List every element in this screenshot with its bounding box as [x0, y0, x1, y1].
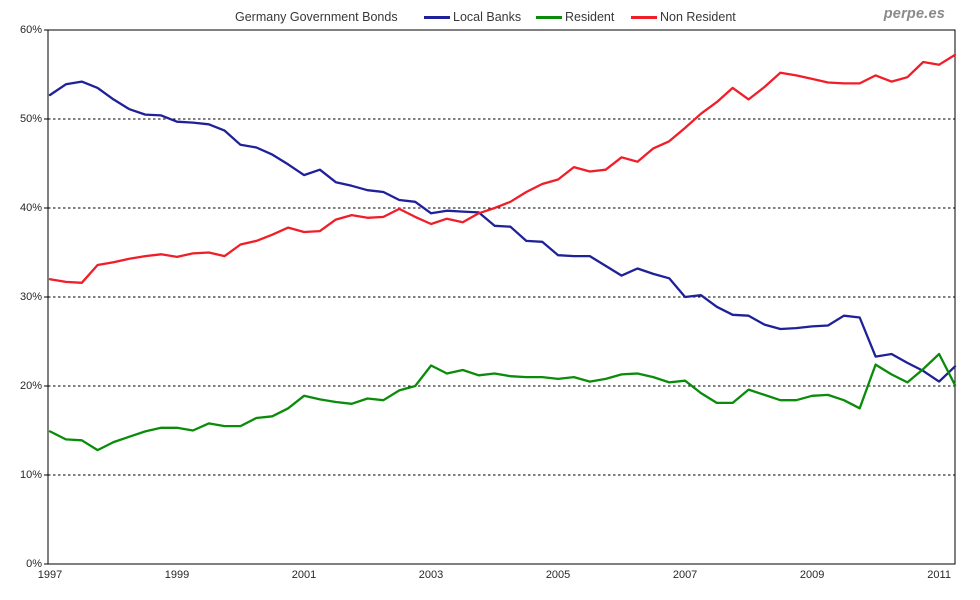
- legend-item-non-resident: Non Resident: [631, 10, 736, 24]
- y-axis-tick-label: 40%: [19, 202, 42, 214]
- y-axis-tick-label: 0%: [26, 558, 42, 570]
- chart-title: Germany Government Bonds: [235, 10, 398, 24]
- y-axis-tick-label: 10%: [19, 469, 42, 481]
- legend-swatch-resident-line-icon: [536, 15, 562, 19]
- x-axis-tick-label: 1997: [37, 569, 63, 581]
- watermark-perpe-es: perpe.es: [883, 6, 945, 22]
- legend-item-resident: Resident: [536, 10, 614, 24]
- gridlines: [48, 118, 955, 476]
- x-axis-tick-label: 2009: [799, 569, 825, 581]
- x-axis-tick-label: 1999: [164, 569, 190, 581]
- legend-swatch-local-banks-line-icon: [424, 15, 450, 19]
- y-axis-tick-label: 60%: [19, 24, 42, 36]
- x-axis-tick-label: 2003: [418, 569, 444, 581]
- series-lines: [48, 53, 957, 452]
- legend-label-resident: Resident: [565, 10, 615, 24]
- series-line-non-resident: [48, 53, 957, 284]
- series-line-resident: [48, 352, 957, 452]
- y-axis-tick-label: 30%: [19, 291, 42, 303]
- x-axis-tick-label: 2007: [672, 569, 698, 581]
- x-axis-tick-label: 2001: [291, 569, 317, 581]
- legend-label-local-banks: Local Banks: [453, 10, 522, 24]
- y-axis-tick-label: 20%: [19, 380, 42, 392]
- series-line-local-banks: [48, 80, 957, 383]
- y-axis-ticks: [44, 29, 48, 565]
- legend-swatch-non-resident-line-icon: [631, 15, 657, 19]
- legend-item-local-banks: Local Banks: [424, 10, 521, 24]
- x-axis-tick-label: 2011: [927, 569, 951, 581]
- plot-border: [47, 29, 956, 565]
- legend-label-non-resident: Non Resident: [660, 10, 736, 24]
- x-axis-tick-label: 2005: [545, 569, 571, 581]
- y-axis-tick-label: 50%: [19, 113, 42, 125]
